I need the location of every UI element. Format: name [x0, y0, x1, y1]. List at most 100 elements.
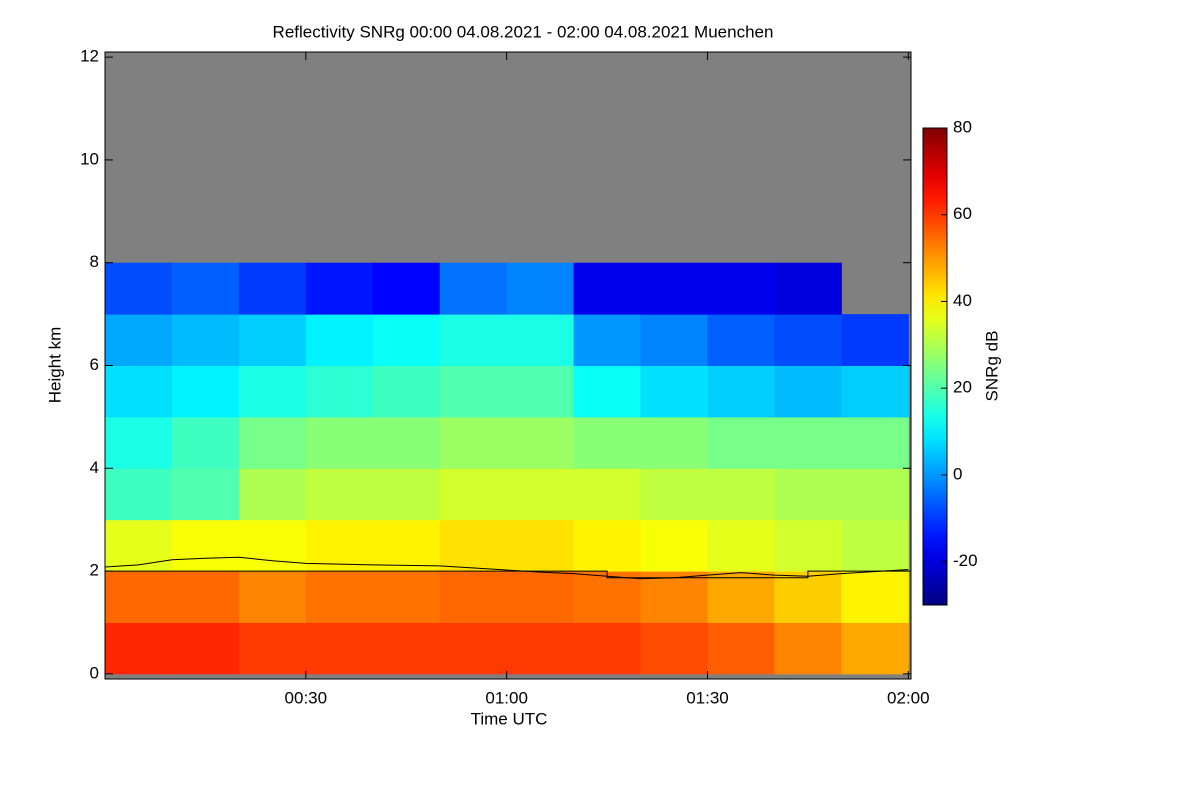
heatmap-cell — [573, 416, 642, 469]
heatmap-cell — [774, 468, 842, 521]
heatmap-cell — [841, 365, 909, 418]
heatmap-cell — [707, 468, 775, 521]
heatmap-cell — [774, 622, 842, 675]
heatmap-cell — [640, 519, 708, 572]
heatmap-cell — [841, 468, 909, 521]
colorbar-tick-label: -20 — [953, 551, 978, 570]
heatmap-cell — [573, 622, 642, 675]
heatmap-cell — [707, 314, 775, 366]
heatmap-cell — [238, 571, 307, 623]
heatmap-cell — [506, 622, 575, 675]
x-axis-label: Time UTC — [471, 709, 548, 728]
heatmap-cell — [506, 314, 575, 366]
y-tick-label: 8 — [90, 252, 99, 271]
heatmap-cell — [707, 262, 775, 315]
y-tick-label: 2 — [90, 561, 99, 580]
heatmap-cell — [506, 468, 575, 521]
heatmap-cell — [171, 571, 240, 623]
colorbar-tick-label: 80 — [953, 117, 972, 136]
heatmap-cell — [439, 622, 508, 675]
y-tick-label: 4 — [90, 458, 99, 477]
heatmap-cell — [841, 314, 909, 366]
heatmap-cell — [573, 571, 642, 623]
colorbar-tick-label: 20 — [953, 378, 972, 397]
y-axis-label: Height km — [45, 327, 64, 404]
heatmap-cell — [439, 365, 508, 418]
x-tick-label: 02:00 — [887, 688, 930, 707]
heatmap-cell — [573, 314, 642, 366]
y-tick-label: 0 — [90, 663, 99, 682]
height-line — [105, 570, 909, 579]
heatmap-cell — [305, 468, 374, 521]
heatmap-cell — [439, 262, 508, 315]
heatmap-cell — [640, 365, 708, 418]
heatmap-cell — [171, 416, 240, 469]
heatmap-cell — [238, 468, 307, 521]
heatmap-cell — [707, 622, 775, 675]
y-tick-label: 10 — [80, 149, 99, 168]
heatmap-cell — [573, 262, 642, 315]
heatmap-cell — [439, 571, 508, 623]
heatmap-cell — [774, 365, 842, 418]
heatmap-cell — [372, 622, 441, 675]
heatmap-cell — [841, 416, 909, 469]
heatmap-cell — [573, 365, 642, 418]
heatmap-cell — [640, 262, 708, 315]
heatmap-cell — [774, 262, 842, 315]
heatmap-cell — [573, 519, 642, 572]
heatmap-cell — [171, 314, 240, 366]
heatmap-cell — [372, 262, 441, 315]
heatmap-cell — [171, 622, 240, 675]
heatmap-cell — [372, 314, 441, 366]
chart-title: Reflectivity SNRg 00:00 04.08.2021 - 02:… — [273, 22, 774, 41]
heatmap-cell — [105, 571, 173, 623]
heatmap-cell — [238, 314, 307, 366]
y-tick-label: 6 — [90, 355, 99, 374]
heatmap-cell — [707, 571, 775, 623]
heatmap-cell — [774, 416, 842, 469]
heatmap-cell — [640, 571, 708, 623]
colorbar-tick-label: 60 — [953, 204, 972, 223]
heatmap-cell — [372, 365, 441, 418]
heatmap-cell — [841, 519, 909, 572]
heatmap-cell — [171, 365, 240, 418]
heatmap-cell — [506, 365, 575, 418]
heatmap-cell — [171, 519, 240, 572]
heatmap-cell — [640, 314, 708, 366]
x-tick-label: 01:30 — [686, 688, 729, 707]
heatmap-cell — [238, 416, 307, 469]
x-tick-label: 00:30 — [285, 688, 328, 707]
heatmap-cell — [506, 519, 575, 572]
heatmap-cell — [640, 622, 708, 675]
heatmap-cell — [439, 416, 508, 469]
heatmap-cell — [305, 365, 374, 418]
y-tick-label: 12 — [80, 47, 99, 66]
heatmap-cell — [238, 365, 307, 418]
heatmap-cell — [105, 416, 173, 469]
heatmap-cell — [238, 622, 307, 675]
heatmap-cell — [774, 519, 842, 572]
heatmap-cell — [171, 468, 240, 521]
heatmap-cell — [305, 519, 374, 572]
heatmap-cell — [573, 468, 642, 521]
height-line — [104, 556, 909, 580]
heatmap-cell — [372, 571, 441, 623]
heatmap-cell — [439, 468, 508, 521]
colorbar-tick-label: 40 — [953, 291, 972, 310]
colorbar — [922, 127, 948, 606]
heatmap-cell — [105, 314, 173, 366]
heatmap-cell — [640, 416, 708, 469]
heatmap-cell — [305, 416, 374, 469]
heatmap-cell — [506, 262, 575, 315]
heatmap-cell — [774, 571, 842, 623]
heatmap-cell — [439, 314, 508, 366]
heatmap-cell — [506, 416, 575, 469]
heatmap-cell — [439, 519, 508, 572]
heatmap-cell — [707, 416, 775, 469]
heatmap-cell — [305, 622, 374, 675]
heatmap-cell — [105, 365, 173, 418]
x-tick-label: 01:00 — [485, 688, 528, 707]
colorbar-label: SNRg dB — [982, 331, 1001, 402]
heatmap-cell — [841, 571, 909, 623]
